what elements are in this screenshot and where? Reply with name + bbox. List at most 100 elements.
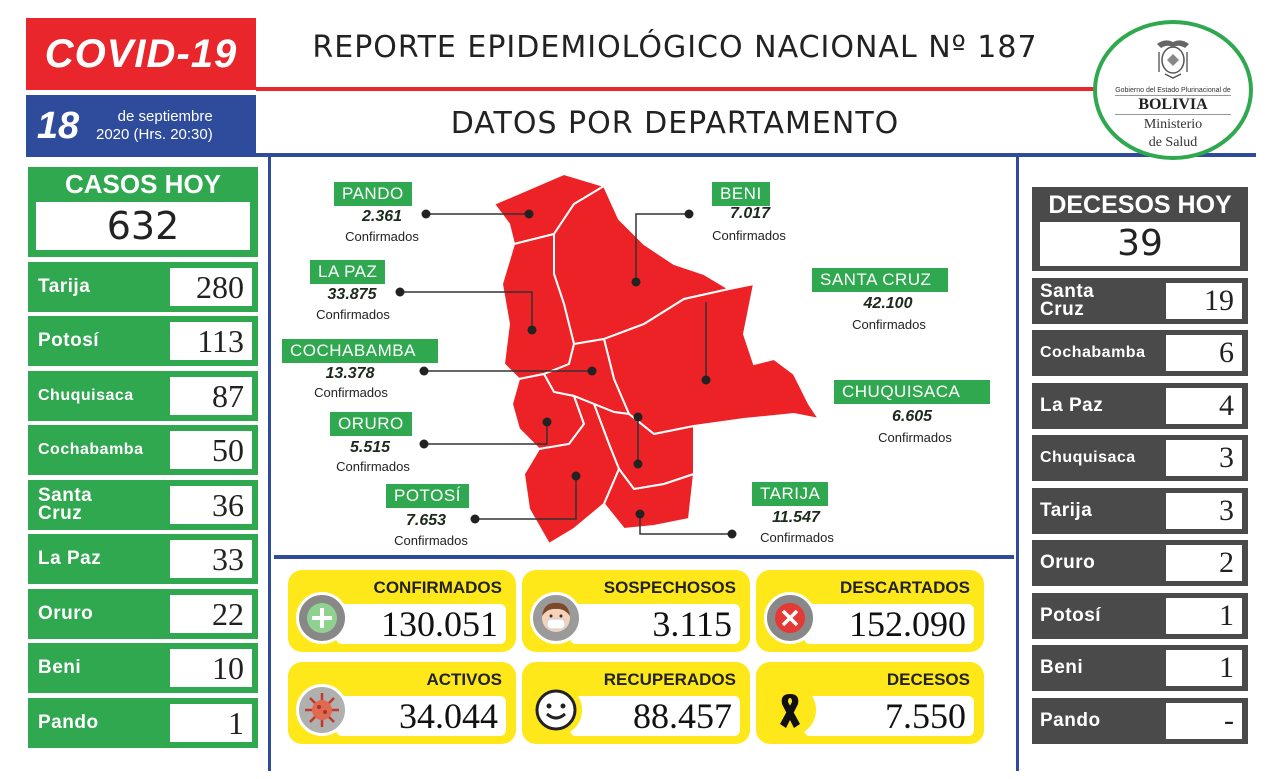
stat-suspected: SOSPECHOSOS 3.115 — [522, 570, 750, 652]
dept-value: 113 — [170, 322, 252, 360]
deaths-today-total: 39 — [1040, 222, 1240, 266]
map-confirmed-chuquisaca: Confirmados — [878, 430, 952, 445]
dept-value: 33 — [170, 540, 252, 578]
map-confirmed-santa-cruz: Confirmados — [852, 317, 926, 332]
cases-today-total: 632 — [36, 202, 250, 250]
mourning-ribbon-icon — [764, 684, 816, 736]
dept-value: 10 — [170, 649, 252, 687]
logo-ministry-1: Ministerio — [1143, 117, 1203, 132]
date-line-1: de septiembre — [117, 108, 213, 125]
left-divider — [268, 157, 271, 771]
subtitle-divider — [256, 153, 1256, 157]
dept-name: Potosí — [1040, 604, 1102, 626]
stat-deaths: DECESOS 7.550 — [756, 662, 984, 744]
date-line-2: 2020 (Hrs. 20:30) — [96, 126, 213, 143]
dept-value: 2 — [1166, 545, 1242, 581]
dept-value: 1 — [1166, 597, 1242, 634]
dept-name: Tarija — [38, 275, 91, 297]
cases-today-title: CASOS HOY — [64, 169, 222, 199]
deaths-row-cochabamba: Cochabamba 6 — [1032, 330, 1248, 376]
virus-icon — [296, 684, 348, 736]
dept-name: Beni — [38, 657, 82, 678]
dept-name: Chuquisaca — [1040, 449, 1136, 466]
deaths-row-tarija: Tarija 3 — [1032, 487, 1248, 534]
dept-value: 50 — [170, 431, 252, 469]
dept-value: 36 — [170, 485, 252, 524]
dept-value: 1 — [1166, 650, 1242, 686]
map-region-tarija — [602, 467, 696, 531]
deaths-today-title: DECESOS HOY — [1048, 191, 1232, 219]
deaths-today-total-box: DECESOS HOY 39 — [1032, 187, 1248, 271]
dept-value: 1 — [170, 703, 252, 742]
title-divider — [256, 87, 1100, 91]
dept-value: - — [1166, 702, 1242, 739]
dept-name: Santa Cruz — [1040, 280, 1095, 320]
dept-name: Cochabamba — [38, 441, 144, 458]
stat-active-label: ACTIVOS — [426, 670, 502, 689]
date-text: de septiembre 2020 (Hrs. 20:30) — [90, 108, 213, 144]
deaths-row-pando: Pando - — [1032, 697, 1248, 744]
stat-confirmed: CONFIRMADOS 130.051 — [288, 570, 516, 652]
masked-face-icon — [530, 592, 582, 644]
dept-name: Pando — [38, 711, 99, 733]
map-value-beni: 7.017 — [729, 205, 771, 222]
map-label-santa-cruz: SANTA CRUZ — [812, 268, 948, 292]
deaths-row-beni: Beni 1 — [1032, 645, 1248, 691]
map-value-santa-cruz: 42.100 — [863, 295, 913, 312]
map-label-la-paz: LA PAZ — [310, 260, 386, 284]
cases-row-potosi: Potosí 113 — [28, 316, 258, 366]
dept-value: 87 — [170, 376, 252, 415]
map-value-cochabamba: 13.378 — [325, 365, 375, 382]
map-divider — [274, 555, 1014, 559]
cases-row-tarija: Tarija 280 — [28, 261, 258, 312]
dept-name: Tarija — [1040, 499, 1093, 521]
map-value-tarija: 11.547 — [772, 509, 820, 526]
dept-name: Oruro — [38, 602, 94, 624]
dept-value: 3 — [1166, 492, 1242, 529]
smiley-icon — [530, 684, 582, 736]
logo-gov-text: Gobierno del Estado Plurinacional de — [1115, 87, 1231, 94]
stat-discarded: DESCARTADOS 152.090 — [756, 570, 984, 652]
map-confirmed-la-paz: Confirmados — [316, 307, 390, 322]
cases-row-oruro: Oruro 22 — [28, 588, 258, 639]
deaths-row-oruro: Oruro 2 — [1032, 540, 1248, 586]
dept-value: 19 — [1166, 282, 1242, 319]
covid-badge-text: COVID-19 — [44, 31, 238, 76]
dept-name: La Paz — [1040, 394, 1104, 416]
map-confirmed-pando: Confirmados — [345, 229, 419, 244]
map-value-potosi: 7.653 — [405, 512, 447, 529]
date-banner: 18 de septiembre 2020 (Hrs. 20:30) — [26, 95, 256, 157]
report-title: REPORTE EPIDEMIOLÓGICO NACIONAL Nº 187 — [312, 30, 1038, 65]
report-subtitle: DATOS POR DEPARTAMENTO — [450, 106, 900, 141]
map-label-beni: BENI — [712, 182, 770, 206]
stat-recovered: RECUPERADOS 88.457 — [522, 662, 750, 744]
dept-name: Cochabamba — [1040, 344, 1146, 361]
dept-name: Pando — [1040, 709, 1101, 731]
stat-discarded-label: DESCARTADOS — [839, 578, 970, 597]
logo-ministry-2: de Salud — [1148, 135, 1198, 150]
stat-deaths-label: DECESOS — [886, 670, 970, 689]
map-value-oruro: 5.515 — [349, 439, 391, 456]
map-label-pando: PANDO — [334, 182, 412, 206]
bolivia-map: PANDO 2.361 Confirmados BENI 7.017 Confi… — [274, 164, 1014, 554]
map-label-potosi: POTOSÍ — [386, 484, 469, 508]
logo-country: BOLIVIA — [1115, 95, 1231, 115]
dept-value: 6 — [1166, 335, 1242, 371]
map-confirmed-tarija: Confirmados — [760, 530, 834, 545]
stat-recovered-label: RECUPERADOS — [603, 670, 736, 689]
map-label-oruro: ORURO — [330, 412, 412, 436]
ministry-logo: Gobierno del Estado Plurinacional de BOL… — [1093, 20, 1253, 160]
date-day: 18 — [36, 104, 80, 147]
deaths-row-santa-cruz: Santa Cruz 19 — [1032, 277, 1248, 324]
map-label-cochabamba: COCHABAMBA — [282, 339, 438, 363]
cases-row-beni: Beni 10 — [28, 643, 258, 693]
stat-discarded-value: 152.090 — [804, 604, 974, 644]
cases-today-panel: CASOS HOY 632 Tarija 280 Potosí 113 Chuqui… — [28, 167, 258, 748]
cases-row-cochabamba: Cochabamba 50 — [28, 425, 258, 475]
cases-today-total-box: CASOS HOY 632 — [28, 167, 258, 257]
right-divider — [1016, 157, 1019, 771]
bolivia-map-svg — [395, 172, 822, 546]
deaths-today-panel: DECESOS HOY 39 Santa Cruz 19 Cochabamba 6 … — [1032, 187, 1248, 744]
map-confirmed-oruro: Confirmados — [336, 459, 410, 474]
dept-value: 22 — [170, 594, 252, 633]
